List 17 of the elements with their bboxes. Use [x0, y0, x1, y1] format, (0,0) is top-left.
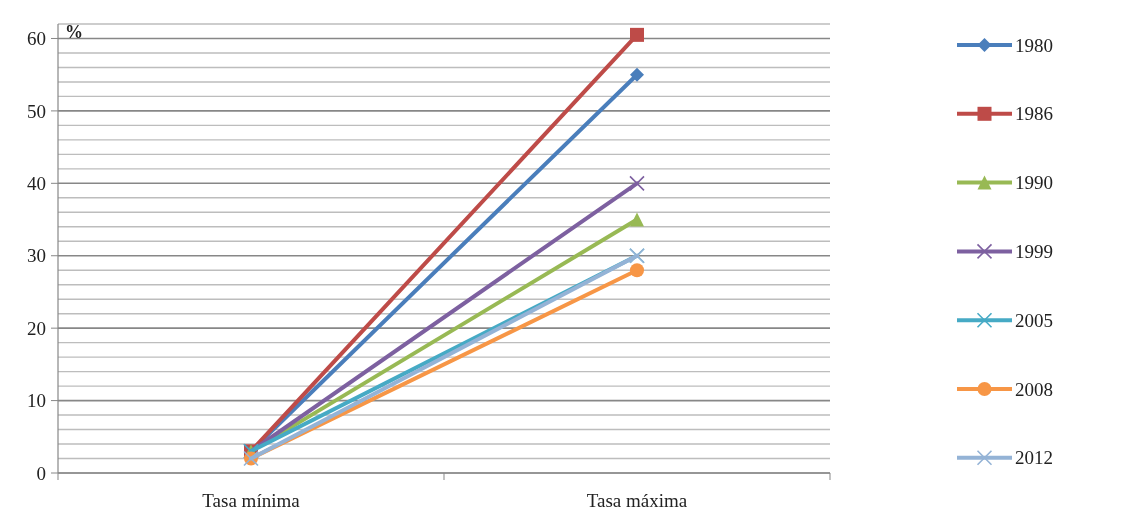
y-tick-label: 20: [27, 317, 46, 339]
y-tick-label: 0: [36, 462, 46, 484]
legend-label: 2005: [1015, 309, 1053, 331]
x-tick-label: Tasa máxima: [586, 490, 688, 511]
y-tick-label: 30: [27, 245, 46, 267]
legend-label: 2012: [1015, 447, 1053, 469]
y-tick-label: 10: [27, 390, 46, 412]
y-tick-label: 40: [27, 172, 46, 194]
legend-label: 1990: [1015, 172, 1053, 194]
y-axis-title: %: [65, 22, 83, 42]
y-tick-label: 50: [27, 100, 46, 122]
legend-label: 2008: [1015, 378, 1053, 400]
legend-label: 1986: [1015, 103, 1053, 125]
legend-label: 1999: [1015, 241, 1053, 263]
y-tick-label: 60: [27, 28, 46, 50]
x-tick-label: Tasa mínima: [202, 490, 301, 511]
legend-label: 1980: [1015, 34, 1053, 56]
